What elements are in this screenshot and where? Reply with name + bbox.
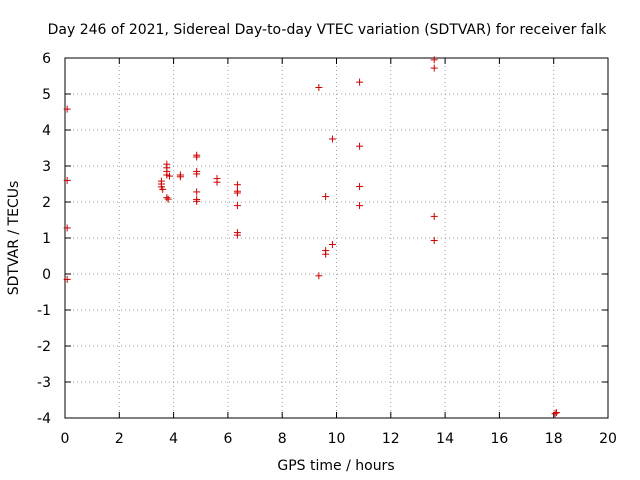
data-point <box>164 195 172 203</box>
x-tick-label: 10 <box>328 431 346 447</box>
data-point <box>328 135 336 143</box>
data-point <box>233 202 241 210</box>
data-point <box>193 197 201 205</box>
x-tick-label: 6 <box>223 431 232 447</box>
data-point <box>63 105 71 113</box>
x-tick-label: 0 <box>61 431 70 447</box>
data-point <box>163 194 171 202</box>
y-tick-label: -2 <box>37 339 51 355</box>
data-point <box>166 172 174 180</box>
data-point <box>430 212 438 220</box>
data-point <box>356 183 364 191</box>
x-tick-labels: 0 2 4 6 8 10 12 14 16 18 20 <box>61 431 617 447</box>
data-point <box>356 78 364 86</box>
x-axis-label: GPS time / hours <box>277 458 394 474</box>
data-point <box>322 193 330 201</box>
data-points <box>63 56 560 418</box>
data-point <box>63 275 71 283</box>
y-tick-label: 2 <box>42 195 51 211</box>
data-point <box>356 202 364 210</box>
data-point <box>63 176 71 184</box>
data-point <box>328 240 336 248</box>
data-point <box>193 170 201 178</box>
data-point <box>193 153 201 161</box>
x-tick-label: 12 <box>382 431 400 447</box>
y-tick-label: -3 <box>37 375 51 391</box>
data-point <box>213 178 221 186</box>
data-point <box>551 410 559 418</box>
data-point <box>430 237 438 245</box>
x-tick-label: 14 <box>436 431 454 447</box>
data-point <box>430 64 438 72</box>
data-point <box>233 189 241 197</box>
y-tick-label: 1 <box>42 231 51 247</box>
y-tick-label: -4 <box>37 411 51 427</box>
x-tick-label: 20 <box>599 431 617 447</box>
x-tick-label: 18 <box>545 431 563 447</box>
data-point <box>159 185 167 193</box>
data-point <box>315 84 323 92</box>
axis-ticks <box>64 57 609 419</box>
data-point <box>233 181 241 189</box>
x-tick-label: 8 <box>278 431 287 447</box>
y-tick-label: 3 <box>42 159 51 175</box>
y-tick-label: 0 <box>42 267 51 283</box>
y-tick-label: 4 <box>42 123 51 139</box>
y-tick-labels: -4 -3 -2 -1 0 1 2 3 4 5 6 <box>37 51 51 427</box>
data-point <box>430 56 438 64</box>
data-point <box>233 231 241 239</box>
x-tick-label: 16 <box>490 431 508 447</box>
x-tick-label: 4 <box>169 431 178 447</box>
data-point <box>193 188 201 196</box>
data-point <box>322 250 330 258</box>
data-point <box>315 272 323 280</box>
y-tick-label: -1 <box>37 303 51 319</box>
data-point <box>356 142 364 150</box>
y-axis-label: SDTVAR / TECUs <box>6 181 22 296</box>
y-tick-label: 5 <box>42 87 51 103</box>
grid-lines <box>65 58 608 418</box>
data-point <box>63 224 71 232</box>
y-tick-label: 6 <box>42 51 51 67</box>
chart-title: Day 246 of 2021, Sidereal Day-to-day VTE… <box>48 22 608 38</box>
data-point <box>176 173 184 181</box>
data-point <box>552 409 560 417</box>
x-tick-label: 2 <box>115 431 124 447</box>
